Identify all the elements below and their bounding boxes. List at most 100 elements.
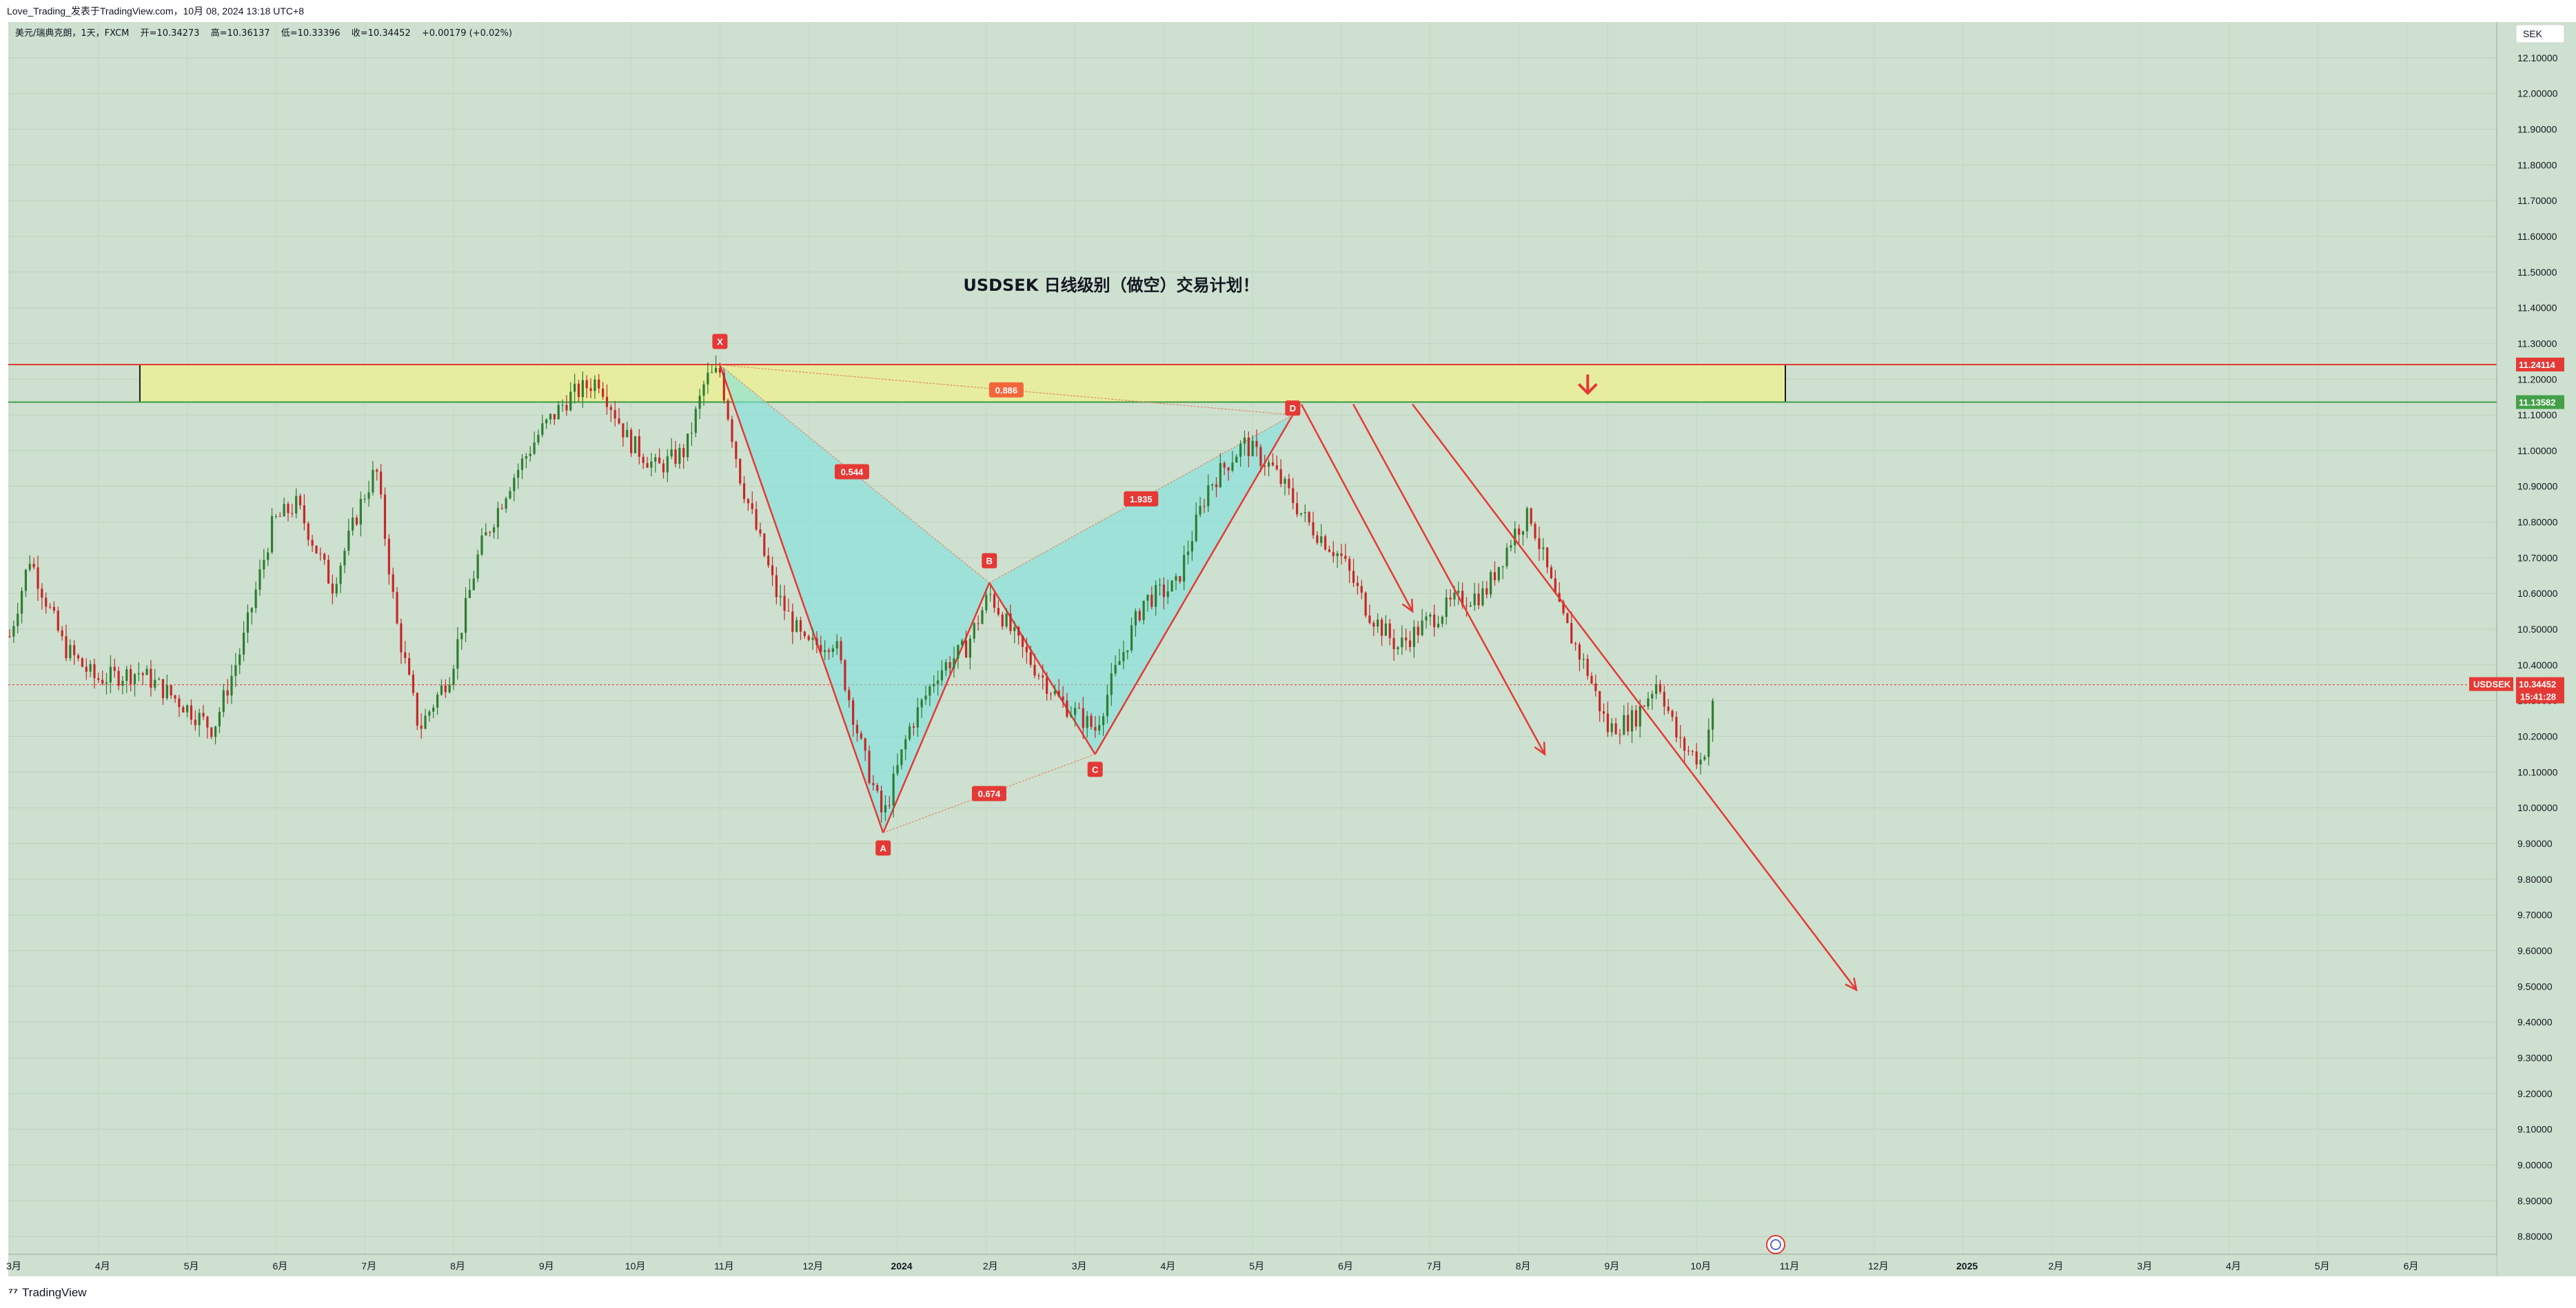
candle-body: [820, 644, 822, 653]
candle-body: [1175, 576, 1177, 581]
candle-body: [1667, 706, 1670, 711]
candle-body: [1296, 502, 1299, 515]
candle-body: [779, 595, 782, 597]
candle-body: [775, 575, 778, 597]
candle-body: [1401, 637, 1403, 648]
candle-body: [929, 686, 931, 696]
candle-body: [278, 515, 281, 517]
support-tag: 11.13582: [2519, 398, 2556, 408]
event-icon[interactable]: [1766, 1235, 1785, 1254]
candle-body: [89, 664, 92, 672]
candle-body: [739, 459, 742, 484]
candle-body: [557, 405, 560, 420]
candle-body: [154, 679, 156, 688]
candle-body: [1518, 529, 1521, 535]
candle-body: [1461, 591, 1464, 606]
candle-body: [1356, 582, 1359, 586]
price-chart[interactable]: X A B C D 0.544 0.886 0.674 1.935 USDSEK 日线级别（做空…: [0, 22, 2576, 1279]
candle-body: [372, 469, 374, 493]
y-tick-label: 10.00000: [2517, 802, 2558, 813]
candle-body: [1405, 637, 1408, 641]
candle-body: [28, 564, 31, 570]
candle-body: [985, 595, 988, 611]
candle-body: [400, 623, 403, 653]
candle-body: [412, 674, 415, 693]
x-tick-label: 8月: [1516, 1260, 1531, 1271]
candle-body: [432, 707, 435, 712]
candle-body: [218, 711, 221, 726]
time-axis-labels: 3月 4月 5月 6月 7月 8月 9月 10月 11月 12月 2024 2月 3月 4月 5月 6月 7月 8…: [6, 1260, 2418, 1271]
candle-body: [1247, 437, 1250, 456]
x-tick-label: 6月: [273, 1260, 288, 1271]
candle-body: [1275, 465, 1278, 469]
candle-body: [428, 711, 431, 716]
candle-body: [1098, 725, 1101, 730]
candle-body: [1203, 506, 1206, 507]
candle-body: [824, 650, 826, 653]
candle-body: [1699, 759, 1702, 765]
time-axis[interactable]: [8, 1254, 2497, 1276]
x-tick-label: 2024: [891, 1260, 912, 1271]
candle-body: [714, 367, 718, 372]
candle-body: [747, 499, 749, 504]
candle-body: [827, 650, 831, 653]
x-tick-label: 8月: [450, 1260, 465, 1271]
candle-body: [1070, 715, 1073, 717]
candle-body: [997, 608, 1000, 615]
candle-body: [117, 671, 120, 686]
candle-body: [420, 725, 423, 729]
candle-body: [1106, 695, 1109, 717]
legend-symbol: 美元/瑞典克朗，1天，FXCM: [15, 28, 129, 39]
candle-body: [380, 471, 383, 495]
candle-body: [250, 608, 253, 613]
candle-body: [1324, 536, 1327, 550]
candle-body: [335, 584, 338, 594]
point-label: A: [880, 843, 887, 853]
candle-body: [803, 631, 806, 637]
candle-body: [170, 685, 172, 696]
candle-body: [130, 668, 132, 684]
candle-body: [1408, 640, 1412, 647]
candle-body: [214, 726, 217, 737]
point-label: X: [717, 337, 723, 347]
candle-body: [961, 640, 964, 645]
candle-body: [1599, 691, 1601, 712]
grid-lines: [8, 22, 2497, 1254]
y-tick-label: 9.50000: [2517, 981, 2553, 992]
candle-body: [1683, 737, 1686, 751]
x-tick-label: 11月: [714, 1260, 734, 1271]
candle-body: [864, 738, 866, 751]
legend-close: 收=10.34452: [352, 28, 411, 39]
candle-body: [1017, 626, 1020, 636]
candle-body: [194, 719, 196, 726]
candle-body: [1437, 624, 1440, 628]
currency-button[interactable]: SEK: [2515, 24, 2565, 43]
tradingview-brand[interactable]: ⁷⁷ TradingView: [8, 1286, 87, 1300]
x-tick-label: 10月: [1690, 1260, 1711, 1271]
candle-body: [1264, 465, 1266, 467]
candle-body: [303, 505, 305, 524]
candle-body: [1166, 591, 1169, 597]
candle-body: [1534, 524, 1537, 538]
candle-body: [1231, 462, 1234, 471]
y-tick-label: 9.70000: [2517, 910, 2553, 921]
svg-text:美元/瑞典克朗，1天，FXCM 开=10.342: 美元/瑞典克朗，1天，FXCM 开=10.34273 高=10.36137 低=…: [15, 28, 512, 39]
candle-body: [48, 606, 52, 608]
price-axis[interactable]: [2497, 22, 2576, 1276]
candle-body: [1138, 611, 1141, 620]
candle-body: [121, 681, 124, 686]
candle-body: [436, 695, 439, 708]
ratio-badge-bg: [1124, 491, 1159, 507]
candle-body: [81, 658, 83, 667]
candle-body: [496, 508, 499, 528]
candle-body: [105, 682, 108, 684]
y-tick-label: 9.40000: [2517, 1016, 2553, 1028]
point-label: D: [1290, 403, 1296, 413]
candle-body: [1695, 751, 1698, 765]
candle-body: [323, 553, 326, 560]
candle-body: [1368, 615, 1371, 623]
candle-body: [1639, 706, 1641, 727]
candle-body: [1328, 549, 1331, 552]
candle-body: [1223, 462, 1226, 468]
candle-body: [101, 679, 104, 684]
